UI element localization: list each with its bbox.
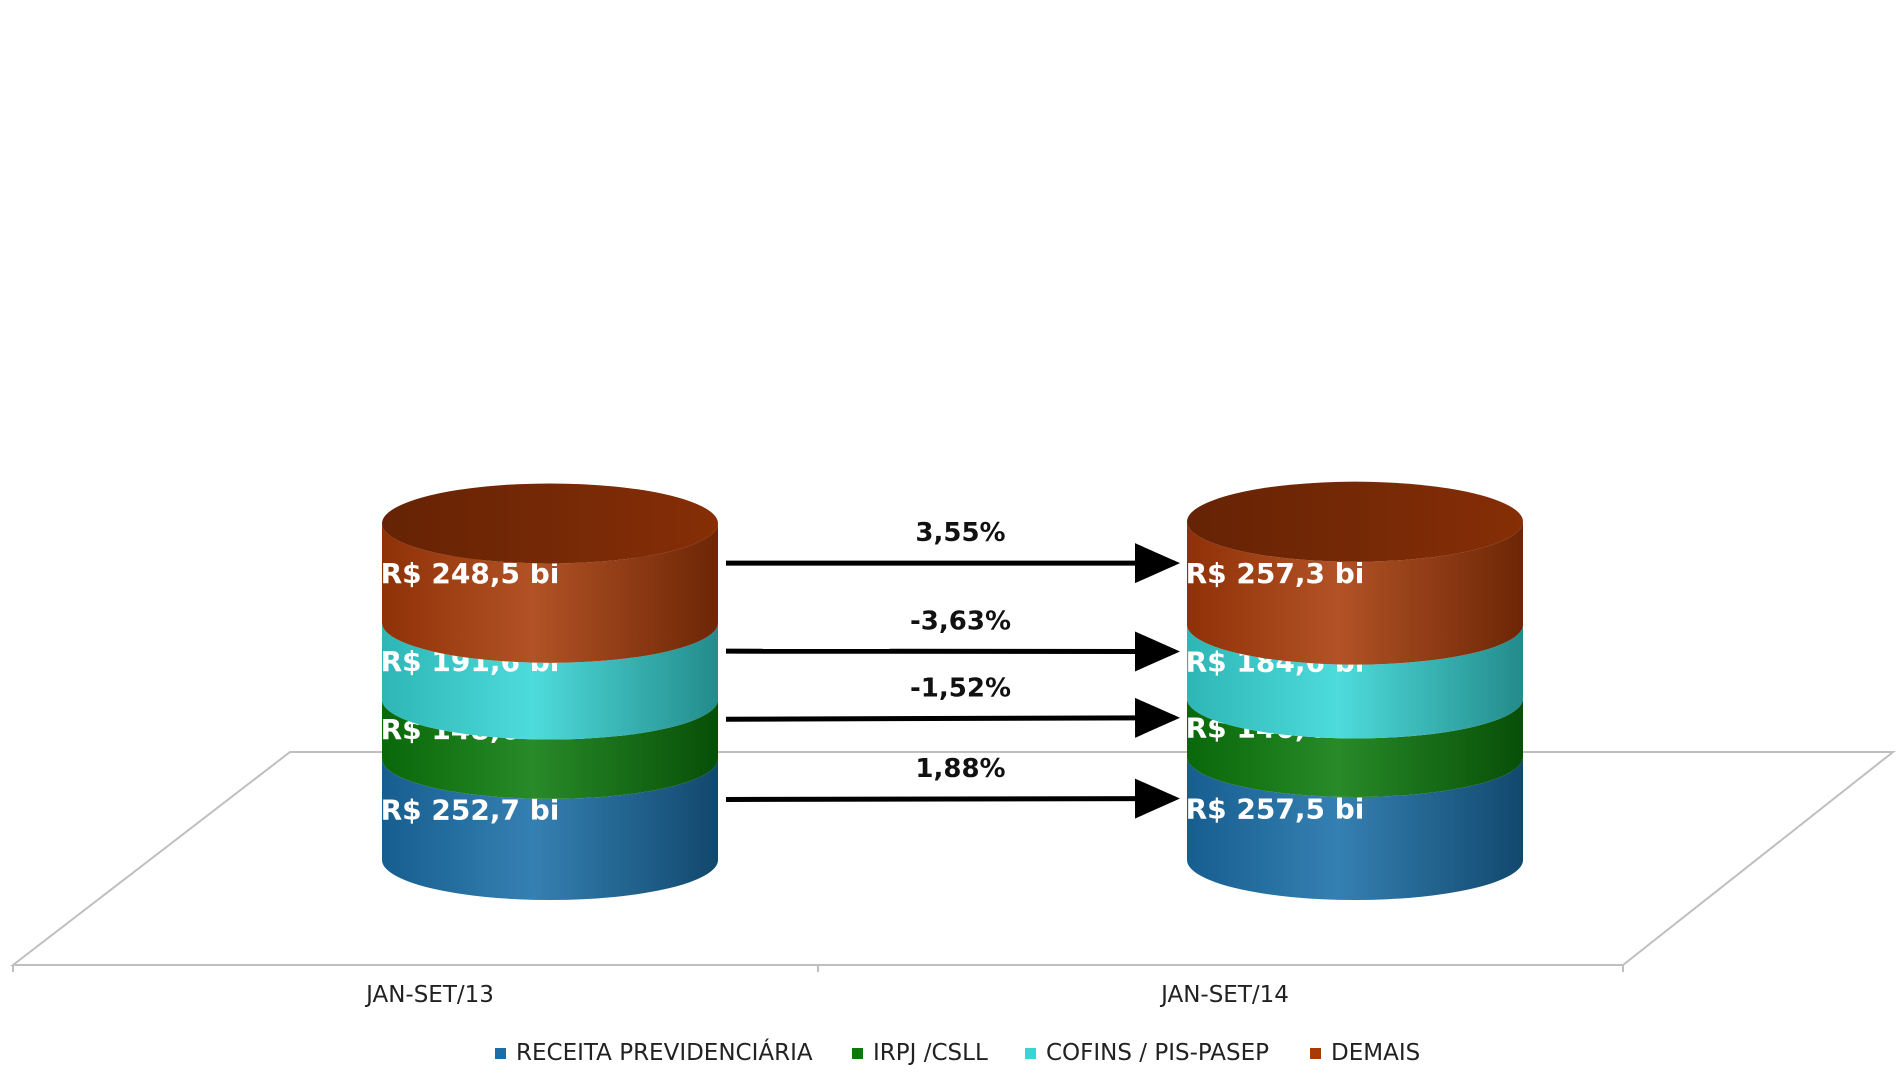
change-percent-label: -3,63% — [910, 606, 1011, 636]
segment-demais-0 — [382, 523, 718, 663]
segment-receita-previdenci-ria-0 — [382, 758, 718, 900]
legend-swatch — [1025, 1048, 1036, 1059]
bar-JAN-SET/14: R$ 257,5 biR$ 146,4 biR$ 184,6 biR$ 257,… — [1186, 481, 1523, 900]
segment-irpj-csll-1 — [1187, 698, 1523, 797]
segment-receita-previdenci-ria-1 — [1187, 757, 1523, 900]
legend-swatch — [852, 1048, 863, 1059]
segment-irpj-csll-0 — [382, 699, 718, 799]
legend-label: RECEITA PREVIDENCIÁRIA — [516, 1038, 813, 1066]
legend-item: IRPJ /CSLL — [852, 1040, 988, 1066]
change-arrow — [725, 697, 1180, 738]
legend-item: DEMAIS — [1310, 1040, 1420, 1066]
change-percent-label: -1,52% — [910, 673, 1011, 703]
chart-floor — [10, 751, 1896, 972]
segment-cofins-pis-pasep-1 — [1187, 624, 1523, 739]
legend-label: COFINS / PIS-PASEP — [1046, 1040, 1269, 1066]
segment-value-label: R$ 257,5 bi — [1186, 793, 1365, 826]
bar-top-cap — [382, 483, 718, 564]
legend-label: IRPJ /CSLL — [873, 1040, 988, 1066]
change-arrow — [725, 778, 1180, 819]
legend-item: RECEITA PREVIDENCIÁRIA — [495, 1038, 813, 1066]
bar-top-cap — [1187, 481, 1523, 562]
change-percent-label: 3,55% — [915, 518, 1005, 548]
category-axis: JAN-SET/13 JAN-SET/14 — [364, 982, 1289, 1008]
legend: RECEITA PREVIDENCIÁRIA IRPJ /CSLL COFINS /… — [495, 1038, 1420, 1066]
legend-label: DEMAIS — [1331, 1040, 1420, 1066]
bars-group: R$ 252,7 biR$ 148,6 biR$ 191,6 biR$ 248,… — [381, 481, 1523, 900]
legend-item: COFINS / PIS-PASEP — [1025, 1040, 1269, 1066]
category-label: JAN-SET/14 — [1159, 982, 1289, 1008]
segment-value-label: R$ 252,7 bi — [381, 793, 560, 826]
segment-value-label: R$ 257,3 bi — [1186, 557, 1365, 590]
segment-demais-1 — [1187, 521, 1523, 665]
legend-swatch — [1310, 1048, 1321, 1059]
legend-swatch — [495, 1048, 506, 1059]
bar-JAN-SET/13: R$ 252,7 biR$ 148,6 biR$ 191,6 biR$ 248,… — [381, 483, 718, 900]
category-label: JAN-SET/13 — [364, 982, 494, 1008]
segment-cofins-pis-pasep-0 — [382, 622, 718, 740]
change-percent-label: 1,88% — [915, 754, 1005, 784]
arrows-group: 1,88% -1,52% -3,63% 3,55% — [725, 518, 1180, 819]
